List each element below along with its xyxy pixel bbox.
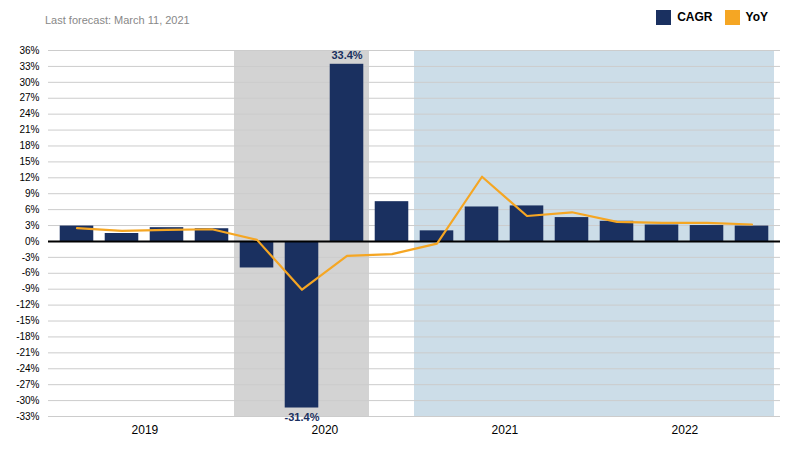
- html-text:CAGR: CAGR: [677, 10, 713, 24]
- svg-text:-30%: -30%: [16, 395, 39, 406]
- svg-text:12%: 12%: [19, 172, 39, 183]
- svg-text:9%: 9%: [25, 188, 40, 199]
- svg-text:-6%: -6%: [22, 267, 40, 278]
- svg-text:24%: 24%: [19, 108, 39, 119]
- html-text:YoY: YoY: [745, 10, 768, 24]
- svg-text:-18%: -18%: [16, 331, 39, 342]
- svg-text:-9%: -9%: [22, 283, 40, 294]
- svg-text:-12%: -12%: [16, 299, 39, 310]
- svg-text:-31.4%: -31.4%: [285, 411, 320, 423]
- svg-text:30%: 30%: [19, 77, 39, 88]
- svg-text:15%: 15%: [19, 156, 39, 167]
- svg-text:-24%: -24%: [16, 363, 39, 374]
- svg-text:2022: 2022: [672, 423, 699, 437]
- svg-text:6%: 6%: [25, 204, 40, 215]
- svg-text:36%: 36%: [19, 45, 39, 56]
- svg-text:-33%: -33%: [16, 411, 39, 422]
- svg-text:2019: 2019: [132, 423, 159, 437]
- svg-text:0%: 0%: [25, 236, 40, 247]
- svg-text:2020: 2020: [312, 423, 339, 437]
- svg-text:-27%: -27%: [16, 379, 39, 390]
- svg-text:-21%: -21%: [16, 347, 39, 358]
- svg-text:18%: 18%: [19, 140, 39, 151]
- html-text:Last forecast: March 11, 2021: Last forecast: March 11, 2021: [45, 14, 190, 26]
- svg-text:27%: 27%: [19, 92, 39, 103]
- svg-text:2021: 2021: [492, 423, 519, 437]
- svg-text:3%: 3%: [25, 220, 40, 231]
- svg-text:33%: 33%: [19, 61, 39, 72]
- svg-text:33.4%: 33.4%: [331, 49, 362, 61]
- svg-text:-3%: -3%: [22, 252, 40, 263]
- svg-text:21%: 21%: [19, 124, 39, 135]
- svg-text:-15%: -15%: [16, 315, 39, 326]
